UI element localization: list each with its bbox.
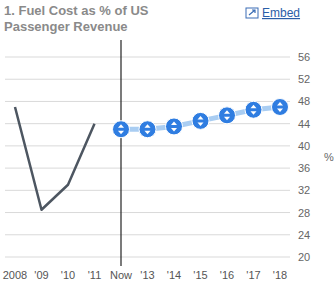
divider-line (120, 40, 121, 266)
x-tick-label: '09 (34, 269, 48, 281)
y-tick-label: 52 (298, 73, 310, 85)
plot-area (15, 99, 289, 210)
grid-line (5, 234, 290, 235)
embed-icon[interactable] (246, 8, 258, 18)
grid-line (5, 212, 290, 213)
point-marker[interactable] (219, 107, 236, 124)
y-tick-label: 24 (298, 229, 310, 241)
grid-line (5, 79, 290, 80)
grid-line (5, 190, 290, 191)
point-marker[interactable] (166, 118, 183, 135)
x-tick-label: '11 (88, 269, 102, 281)
y-tick-label: 20 (298, 251, 310, 263)
grid-line (5, 101, 290, 102)
embed-link[interactable]: Embed (262, 6, 300, 20)
grid-line (5, 168, 290, 169)
point-marker[interactable] (113, 121, 130, 138)
series-line (15, 107, 95, 210)
grid-line (5, 145, 290, 146)
x-tick-label: '14 (167, 269, 181, 281)
title: 1. Fuel Cost as % of US Passenger Revenu… (4, 3, 209, 35)
x-tick-label: '13 (140, 269, 154, 281)
point-marker[interactable] (192, 112, 209, 129)
point-marker[interactable] (245, 101, 262, 118)
grid-line (5, 257, 290, 258)
y-tick-label: 32 (298, 184, 310, 196)
x-tick-label: 2008 (3, 269, 27, 281)
x-tick-label: '16 (220, 269, 234, 281)
y-tick-label: 36 (298, 162, 310, 174)
x-tick-label: '15 (193, 269, 207, 281)
x-tick-label: Now (110, 269, 132, 281)
x-tick-label: '10 (61, 269, 75, 281)
x-tick-label: '18 (273, 269, 287, 281)
y-tick-label: 28 (298, 207, 310, 219)
y-tick-label: 56 (298, 51, 310, 63)
point-marker[interactable] (272, 99, 289, 116)
y-tick-label: 44 (298, 118, 310, 130)
x-tick-label: '17 (246, 269, 260, 281)
y-tick-label: 40 (298, 140, 310, 152)
grid-line (5, 57, 290, 58)
point-marker[interactable] (139, 121, 156, 138)
y-tick-label: 48 (298, 95, 310, 107)
y-axis-label: % (324, 151, 334, 163)
